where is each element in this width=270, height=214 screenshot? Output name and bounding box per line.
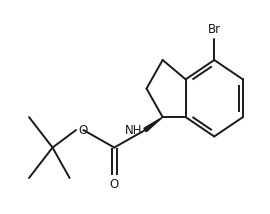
Text: O: O xyxy=(110,178,119,191)
Polygon shape xyxy=(144,117,163,132)
Text: Br: Br xyxy=(208,23,221,36)
Text: NH: NH xyxy=(125,123,143,137)
Text: O: O xyxy=(79,123,88,137)
